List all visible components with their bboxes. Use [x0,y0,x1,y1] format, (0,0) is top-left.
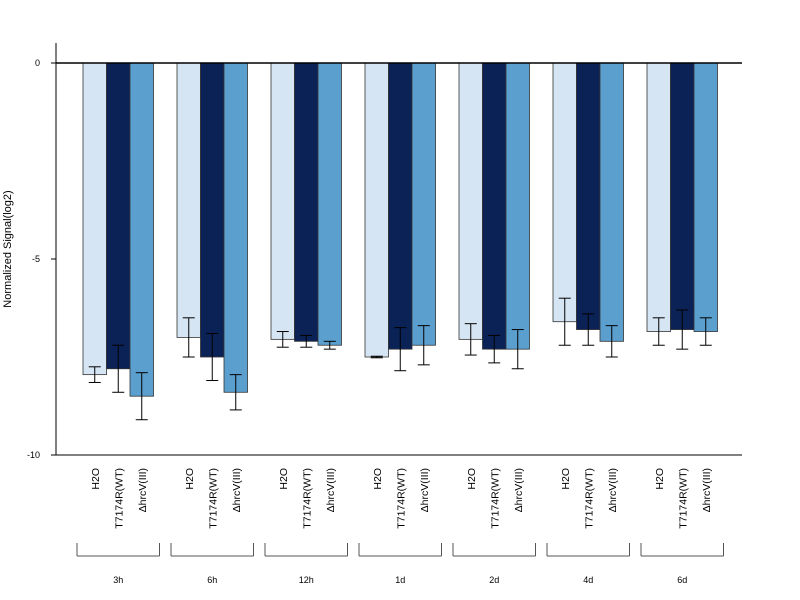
bar [458,62,483,340]
group-label: 1d [395,575,405,585]
bar [552,62,577,323]
condition-label: T7174R(WT) [677,468,689,529]
bar [106,62,131,370]
bar [599,62,624,342]
group-label: 6d [677,575,687,585]
group-label: 6h [207,575,217,585]
group-label: 4d [583,575,593,585]
group-label: 3h [113,575,123,585]
bar [200,62,225,358]
condition-label: ΔhrcV(III) [137,468,149,512]
condition-label: H2O [90,468,102,490]
condition-label: H2O [184,468,196,490]
condition-label: T7174R(WT) [207,468,219,529]
bar [82,62,107,376]
condition-label: ΔhrcV(III) [419,468,431,512]
condition-label: T7174R(WT) [489,468,501,529]
y-tick-label: -5 [32,254,40,264]
condition-label: T7174R(WT) [395,468,407,529]
condition-label: H2O [466,468,478,490]
y-axis-label: Normalized Signal(log2) [2,190,14,307]
group-label: 2d [489,575,499,585]
condition-label: T7174R(WT) [583,468,595,529]
bar [176,62,201,338]
condition-label: H2O [560,468,572,490]
bar [364,62,389,358]
condition-label: ΔhrcV(III) [607,468,619,512]
bar [646,62,671,332]
bar [505,62,530,350]
y-tick-label: 0 [35,58,40,68]
group-label: 12h [299,575,314,585]
condition-label: ΔhrcV(III) [325,468,337,512]
bar [129,62,154,397]
bar [388,62,413,350]
bar [294,62,319,342]
bar [223,62,248,393]
condition-label: T7174R(WT) [301,468,313,529]
plot-area: 0 -5 -10 H2O T7174R(WT) ΔhrcV(III) H2O T7174R(W… [27,43,742,585]
bar [670,62,695,330]
bar [482,62,507,350]
bar [317,62,342,346]
condition-label: H2O [654,468,666,490]
bar [411,62,436,346]
condition-label: H2O [372,468,384,490]
bar [576,62,601,330]
condition-label: T7174R(WT) [113,468,125,529]
y-tick-label: -10 [27,450,40,460]
bar [270,62,295,340]
bar [693,62,718,332]
condition-label: ΔhrcV(III) [701,468,713,512]
condition-label: ΔhrcV(III) [231,468,243,512]
condition-label: H2O [278,468,290,490]
condition-label: ΔhrcV(III) [513,468,525,512]
